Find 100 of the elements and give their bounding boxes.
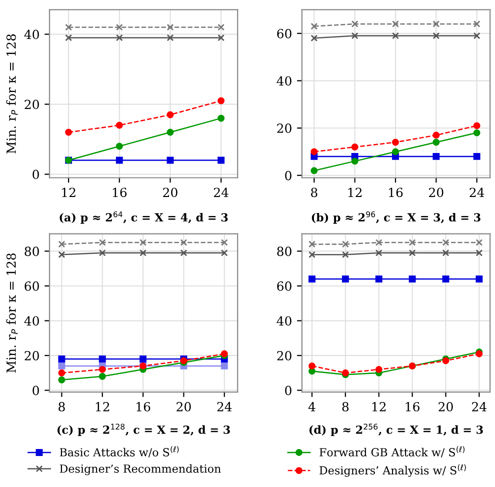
legend-label: Basic Attacks w/o S$^{(ℓ)}$ [60,446,179,458]
x-tick-label: 20 [176,402,191,412]
point [218,114,225,122]
point [98,249,106,256]
point [308,276,316,282]
point [220,362,228,370]
text: (a) p ≈ 2$^{64}$, c = X = 4, d = 3 [60,211,228,224]
point [342,276,349,282]
x-tick-label: 20 [163,188,178,198]
point [166,111,174,118]
point [375,366,382,373]
point [342,251,349,258]
point [308,362,316,370]
point [351,20,358,28]
y-tick-label: 40 [276,316,292,326]
point [98,366,106,373]
point [180,238,188,246]
x-tick-label: 20 [429,188,444,198]
x-tick-label: 12 [96,402,110,412]
point [98,372,106,380]
point [58,376,66,384]
point [473,20,480,28]
point [432,132,440,139]
point [351,144,358,150]
point [408,249,416,256]
point [220,238,228,246]
legend-label: Designer’s Recommendation [60,464,221,476]
point [342,240,349,248]
point [98,356,106,362]
y-tick-label: 0 [285,170,292,180]
x-tick-label: 24 [470,188,484,197]
point [375,276,382,282]
point [392,32,399,40]
point [375,238,382,246]
x-tick-label: 8 [58,402,65,412]
point [442,238,450,246]
point [58,240,66,248]
point [432,152,440,160]
y-tick-label: 0 [285,386,292,396]
x-tick-label: 24 [217,402,232,412]
x-tick-label: 12 [372,402,386,412]
legend-label: Forward GB Attack w/ S$^{(ℓ)}$ [320,446,465,458]
point [351,32,358,40]
point [473,32,480,40]
point [58,356,66,362]
y-axis-title: Min. r$_{P}$ for κ = 128 [6,253,18,373]
text: (d) p ≈ 2$^{256}$, c = X = 1, d = 3 [309,424,483,436]
y-tick-label: 20 [24,350,39,360]
point [442,249,450,256]
point [116,122,123,129]
y-tick-label: 40 [24,316,39,326]
point [408,238,416,246]
y-tick-label: 60 [24,281,39,291]
point [308,240,316,248]
point [65,128,72,136]
point [140,249,147,256]
point [166,128,174,136]
legend-label: Designers’ Analysis w/ S$^{(ℓ)}$ [320,464,466,477]
point [116,156,123,164]
point [476,276,483,282]
x-tick-label: 12 [348,188,362,197]
x-tick-label: 24 [214,188,228,197]
point [476,249,483,256]
point [351,158,358,165]
x-tick-label: 12 [62,188,76,197]
x-tick-label: 16 [136,402,150,412]
point [310,167,318,174]
text: (c) p ≈ 2$^{128}$, c = X = 2, d = 3 [57,424,230,436]
x-tick-label: 16 [406,402,420,412]
point [65,34,72,42]
y-tick-label: 20 [24,100,39,110]
point [116,142,123,150]
text: (b) p ≈ 2$^{96}$, c = X = 3, d = 3 [312,211,480,224]
point [476,238,483,246]
y-tick-label: 60 [277,28,292,38]
point [98,238,106,246]
y-tick-label: 0 [32,170,39,180]
point [310,148,318,156]
point [218,24,225,31]
point [310,34,318,42]
point [116,24,123,31]
point [140,356,147,362]
x-tick-label: 16 [389,188,403,198]
point [432,32,440,40]
x-tick-label: 4 [308,402,316,412]
point [218,156,225,164]
point [58,362,66,370]
x-tick-label: 8 [311,188,318,198]
y-tick-label: 60 [277,281,292,291]
point [432,20,440,28]
point [220,249,228,256]
point [408,276,416,282]
point [65,24,72,31]
point [310,22,318,30]
y-tick-label: 80 [277,246,292,256]
y-axis-title: Min. r$_{P}$ for κ = 128 [6,34,18,154]
point [58,251,66,258]
point [392,148,399,156]
y-tick-label: 80 [24,246,39,256]
y-tick-label: 40 [24,30,39,40]
